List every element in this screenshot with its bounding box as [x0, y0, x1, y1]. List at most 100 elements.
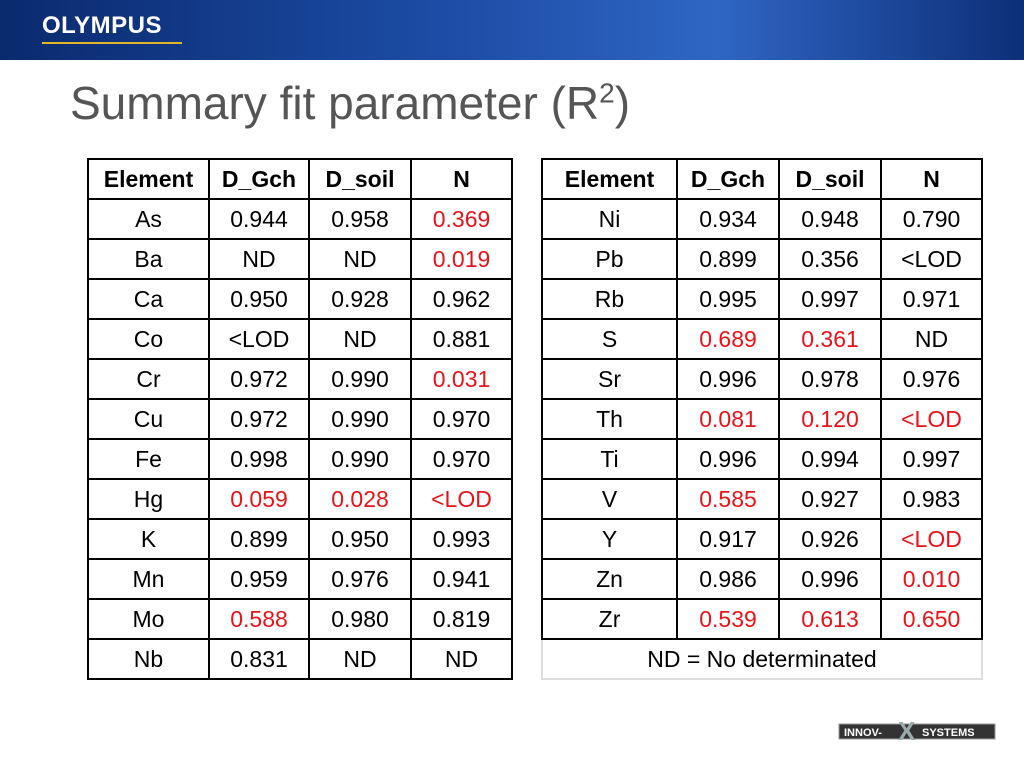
logo-mark: X — [898, 718, 916, 744]
table-cell: 0.994 — [778, 438, 882, 480]
table-cell: 0.881 — [410, 318, 513, 360]
table-cell: 0.983 — [880, 478, 983, 520]
header-cell: D_Gch — [208, 158, 310, 200]
table-cell: Rb — [541, 278, 678, 320]
table-cell: 0.944 — [208, 198, 310, 240]
slide-title: Summary fit parameter (R2) — [70, 76, 630, 130]
table-cell: 0.972 — [208, 358, 310, 400]
table-cell: 0.613 — [778, 598, 882, 640]
header-band: OLYMPUS — [0, 0, 1024, 60]
logo-right: SYSTEMS — [922, 727, 975, 739]
table-cell: Co — [87, 318, 210, 360]
table-cell: 0.941 — [410, 558, 513, 600]
table-cell: 0.972 — [208, 398, 310, 440]
table-cell: Nb — [87, 638, 210, 680]
table-row: Mn 0.959 0.976 0.941 — [87, 558, 513, 600]
header-cell: Element — [87, 158, 210, 200]
table-row: Cu 0.972 0.990 0.970 — [87, 398, 513, 440]
header-row: Element D_Gch D_soil N — [87, 158, 513, 200]
table-row: Nb 0.831 ND ND — [87, 638, 513, 680]
table-row: K 0.899 0.950 0.993 — [87, 518, 513, 560]
table-row: V 0.585 0.927 0.983 — [541, 478, 983, 520]
table-cell: <LOD — [880, 238, 983, 280]
table-cell: 0.976 — [880, 358, 983, 400]
table-cell: S — [541, 318, 678, 360]
table-cell: 0.978 — [778, 358, 882, 400]
table-cell: 0.990 — [308, 358, 412, 400]
table-cell: ND — [308, 318, 412, 360]
table-row: As 0.944 0.958 0.369 — [87, 198, 513, 240]
table-cell: <LOD — [410, 478, 513, 520]
table-cell: Zr — [541, 598, 678, 640]
table-cell: Th — [541, 398, 678, 440]
table-row: Th 0.081 0.120 <LOD — [541, 398, 983, 440]
table-cell: 0.059 — [208, 478, 310, 520]
header-cell: N — [410, 158, 513, 200]
logo: INNOV- X SYSTEMS — [838, 718, 996, 744]
table-cell: 0.369 — [410, 198, 513, 240]
table-cell: K — [87, 518, 210, 560]
table-cell: 0.031 — [410, 358, 513, 400]
header-cell: N — [880, 158, 983, 200]
table-cell: 0.971 — [880, 278, 983, 320]
table-row: Zn 0.986 0.996 0.010 — [541, 558, 983, 600]
header-cell: D_soil — [778, 158, 882, 200]
brand-underline — [42, 42, 182, 44]
table-cell: 0.028 — [308, 478, 412, 520]
table-cell: 0.934 — [676, 198, 780, 240]
footnote-row: ND = No determinated — [541, 638, 983, 680]
table-cell: 0.993 — [410, 518, 513, 560]
table-cell: 0.990 — [308, 398, 412, 440]
footnote: ND = No determinated — [541, 638, 983, 680]
table-cell: 0.986 — [676, 558, 780, 600]
table-cell: Ca — [87, 278, 210, 320]
table-cell: 0.917 — [676, 518, 780, 560]
table-cell: Ni — [541, 198, 678, 240]
table-cell: 0.081 — [676, 398, 780, 440]
table-cell: 0.790 — [880, 198, 983, 240]
table-cell: 0.819 — [410, 598, 513, 640]
data-table: Element D_Gch D_soil N Ni 0.934 0.948 0.790 Pb 0.… — [541, 158, 983, 680]
header-row: Element D_Gch D_soil N — [541, 158, 983, 200]
table-cell: 0.962 — [410, 278, 513, 320]
table-cell: 0.970 — [410, 398, 513, 440]
table-cell: V — [541, 478, 678, 520]
table-cell: 0.926 — [778, 518, 882, 560]
table-cell: 0.996 — [676, 358, 780, 400]
table-cell: Cr — [87, 358, 210, 400]
table-cell: 0.356 — [778, 238, 882, 280]
table-cell: <LOD — [208, 318, 310, 360]
table-cell: ND — [308, 238, 412, 280]
table-cell: 0.650 — [880, 598, 983, 640]
table-row: Hg 0.059 0.028 <LOD — [87, 478, 513, 520]
table-cell: Zn — [541, 558, 678, 600]
table-row: Ba ND ND 0.019 — [87, 238, 513, 280]
table-cell: Mn — [87, 558, 210, 600]
table-row: Pb 0.899 0.356 <LOD — [541, 238, 983, 280]
table-cell: ND — [410, 638, 513, 680]
table-row: Ca 0.950 0.928 0.962 — [87, 278, 513, 320]
title-end: ) — [614, 77, 631, 129]
table-cell: 0.959 — [208, 558, 310, 600]
table-cell: Ba — [87, 238, 210, 280]
table-cell: <LOD — [880, 398, 983, 440]
table-cell: 0.980 — [308, 598, 412, 640]
table-cell: ND — [208, 238, 310, 280]
table-cell: 0.361 — [778, 318, 882, 360]
header-cell: Element — [541, 158, 678, 200]
logo-bar — [838, 723, 996, 740]
table-cell: 0.950 — [208, 278, 310, 320]
table-row: Fe 0.998 0.990 0.970 — [87, 438, 513, 480]
table-cell: Ti — [541, 438, 678, 480]
table-cell: 0.831 — [208, 638, 310, 680]
table-cell: <LOD — [880, 518, 983, 560]
table-row: Ti 0.996 0.994 0.997 — [541, 438, 983, 480]
table-cell: 0.689 — [676, 318, 780, 360]
table-cell: Mo — [87, 598, 210, 640]
table-row: Mo 0.588 0.980 0.819 — [87, 598, 513, 640]
table-row: S 0.689 0.361 ND — [541, 318, 983, 360]
table-cell: 0.950 — [308, 518, 412, 560]
table-cell: Sr — [541, 358, 678, 400]
table-row: Co <LOD ND 0.881 — [87, 318, 513, 360]
